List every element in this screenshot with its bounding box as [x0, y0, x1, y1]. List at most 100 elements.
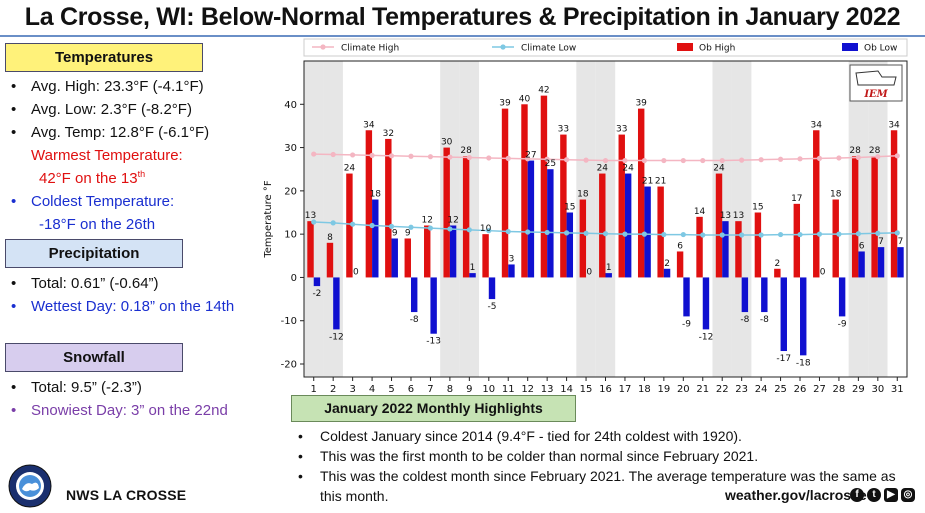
ob-low-label: 25	[545, 159, 556, 169]
ob-low-label: 0	[353, 267, 359, 277]
climate-low-point	[894, 230, 900, 236]
ob-low-bar	[780, 277, 787, 352]
ob-low-label: 27	[525, 151, 536, 161]
climate-high-point	[855, 154, 861, 161]
climate-low-point	[836, 231, 842, 237]
ob-low-label: 3	[509, 254, 515, 264]
weekend-shade	[323, 61, 343, 377]
ob-high-label: 24	[713, 164, 725, 174]
ob-low-bar	[722, 221, 729, 278]
climate-low-point	[680, 231, 686, 238]
x-tick-label: 28	[833, 384, 846, 395]
climate-low-point	[661, 231, 667, 238]
instagram-icon[interactable]: ◎	[901, 488, 915, 502]
snowiest-day-text: Snowiest Day: 3” on the 22nd	[31, 402, 228, 419]
x-tick-label: 3	[349, 384, 355, 395]
facebook-icon[interactable]: f	[850, 488, 864, 502]
youtube-icon[interactable]: ▶	[884, 488, 898, 502]
climate-high-point	[641, 157, 648, 164]
legend-label: Ob High	[699, 44, 735, 54]
ob-high-bar	[696, 216, 703, 278]
ob-high-bar	[385, 138, 392, 278]
chart-legend: Climate High Climate Low Ob High Ob Low	[303, 38, 908, 57]
climate-low-point	[544, 229, 550, 236]
x-tick-label: 20	[677, 384, 690, 395]
ob-high-label: 17	[791, 194, 802, 204]
x-tick-label: 8	[447, 384, 453, 395]
x-tick-label: 24	[755, 384, 768, 395]
ob-high-bar	[521, 104, 528, 278]
ob-high-label: 40	[519, 94, 531, 104]
twitter-icon[interactable]: t	[867, 488, 881, 502]
climate-low-point	[563, 230, 570, 236]
climate-low-point	[369, 222, 375, 229]
ob-low-bar	[838, 277, 846, 317]
ob-low-bar	[508, 264, 515, 278]
list-item: • Snowiest Day: 3” on the 22nd	[11, 402, 228, 419]
climate-low-point	[466, 227, 472, 233]
x-tick-label: 13	[541, 384, 554, 395]
social-icons: f t ▶ ◎	[850, 488, 918, 504]
ob-high-label: 9	[405, 228, 411, 238]
ob-high-label: 30	[441, 138, 453, 148]
ob-high-bar	[657, 186, 664, 278]
climate-low-point	[797, 231, 803, 238]
ob-high-bar	[890, 130, 898, 278]
climate-low-point	[311, 219, 317, 225]
legend-label: Climate Low	[521, 44, 576, 54]
ob-high-bar	[501, 108, 509, 278]
ob-high-label: 34	[811, 120, 823, 130]
highlights-list: • Coldest January since 2014 (9.4°F - tie…	[298, 426, 898, 506]
ob-high-bar	[813, 130, 820, 278]
ob-high-label: 18	[577, 190, 589, 200]
ob-low-label: -13	[426, 337, 441, 347]
ob-high-bar	[365, 130, 373, 278]
ob-high-label: 34	[363, 120, 375, 130]
ob-low-bar	[897, 247, 904, 278]
climate-low-point	[388, 223, 395, 229]
ob-low-label: 7	[878, 237, 884, 247]
org-name: NWS LA CROSSE	[66, 487, 187, 503]
website-link[interactable]: weather.gov/lacrosse	[725, 487, 867, 503]
iowa-outline	[855, 70, 897, 86]
ob-high-bar	[774, 268, 781, 278]
ob-high-bar	[832, 199, 839, 278]
climate-high-point	[486, 155, 492, 161]
coldest-label: Coldest Temperature:	[31, 193, 175, 210]
climate-high-point	[602, 157, 609, 164]
legend-label: Ob Low	[864, 44, 897, 54]
y-axis-label: Temperature °F	[263, 180, 274, 259]
climate-high-point	[894, 153, 900, 159]
ob-high-bar	[851, 156, 859, 278]
x-tick-label: 23	[735, 384, 748, 395]
ob-low-label: -12	[699, 332, 714, 342]
ob-low-bar	[527, 160, 535, 278]
x-tick-label: 17	[619, 384, 632, 395]
climate-high-point	[447, 154, 453, 160]
warmest-value-suffix: th	[137, 169, 146, 179]
ob-low-bar	[702, 277, 710, 330]
ob-high-bar	[326, 242, 334, 278]
ob-low-bar	[683, 277, 690, 317]
ob-high-label: 10	[480, 224, 492, 234]
list-item: • Coldest Temperature: -18°F on the 26th	[5, 190, 255, 236]
ob-low-label: 15	[564, 203, 575, 213]
legend-swatch	[842, 43, 858, 51]
warmest-value: 42°F on the 13th	[39, 167, 255, 190]
avg-high-text: Avg. High: 23.3°F (-4.1°F)	[31, 78, 204, 95]
x-tick-label: 30	[871, 384, 884, 395]
ob-low-label: 1	[606, 263, 612, 273]
list-item: • Coldest January since 2014 (9.4°F - tie…	[298, 428, 742, 444]
ob-high-bar	[579, 199, 587, 278]
y-tick-label: 30	[284, 143, 297, 154]
climate-high-point	[330, 151, 336, 158]
avg-temp-text: Avg. Temp: 12.8°F (-6.1°F)	[31, 124, 210, 141]
x-tick-label: 1	[311, 384, 317, 395]
snowfall-list: • Total: 9.5” (-2.3”) • Snowiest Day: 3” o…	[5, 376, 260, 422]
climate-high-point	[544, 156, 550, 162]
ob-low-bar	[877, 247, 885, 278]
weekend-shade	[304, 61, 324, 377]
ob-low-label: -5	[488, 302, 497, 312]
ob-high-label: 28	[849, 146, 861, 156]
ob-low-bar	[410, 277, 418, 313]
